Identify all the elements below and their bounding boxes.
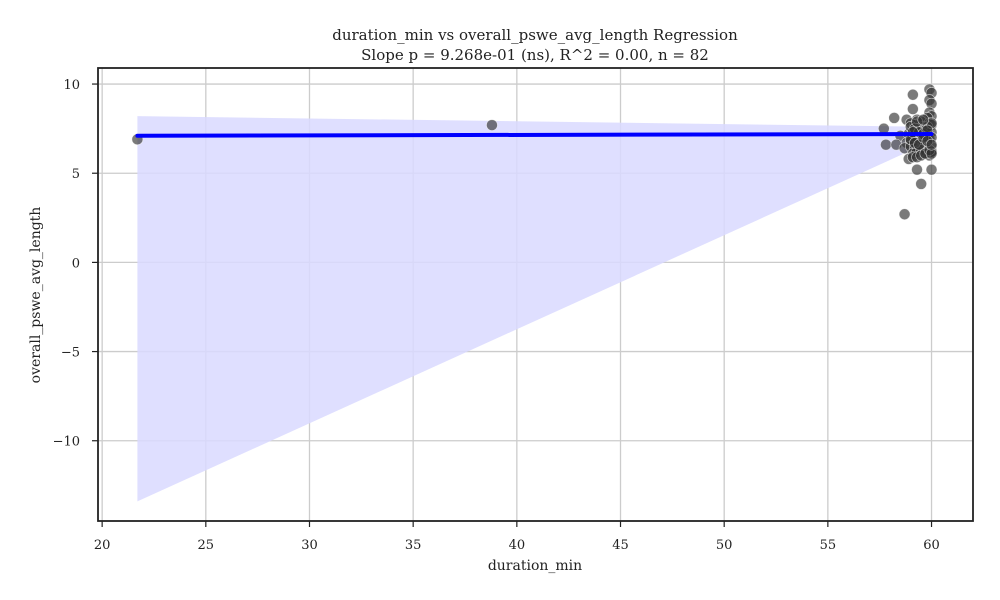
x-tick-label: 30	[301, 538, 318, 553]
axes-frame	[97, 67, 974, 522]
data-point	[915, 178, 927, 190]
y-tick-label: 10	[63, 78, 80, 93]
data-point	[486, 119, 498, 131]
y-axis-label: overall_pswe_avg_length	[28, 207, 44, 384]
data-point	[925, 163, 938, 176]
x-tick-label: 35	[405, 538, 422, 553]
x-axis-label: duration_min	[488, 558, 582, 574]
chart-subtitle: Slope p = 9.268e-01 (ns), R^2 = 0.00, n …	[361, 46, 709, 64]
data-point	[925, 138, 938, 151]
x-tick-label: 55	[820, 538, 837, 553]
data-point	[917, 113, 930, 126]
x-tick-label: 45	[612, 538, 629, 553]
data-point	[911, 163, 923, 176]
data-point	[898, 208, 911, 221]
x-tick-label: 40	[509, 538, 526, 553]
x-tick-label: 20	[94, 538, 111, 553]
chart-title: duration_min vs overall_pswe_avg_length …	[332, 26, 738, 44]
x-tick-label: 50	[716, 538, 733, 553]
y-tick-label: 0	[72, 256, 80, 271]
confidence-band	[137, 116, 932, 502]
y-tick-label: −10	[53, 435, 80, 450]
data-point	[888, 112, 901, 124]
data-point	[880, 138, 892, 151]
y-tick-label: −5	[61, 346, 80, 361]
regression-line	[135, 131, 934, 138]
y-tick-label: 5	[72, 167, 80, 182]
x-tick-label: 60	[923, 538, 940, 553]
data-point	[907, 88, 919, 101]
data-point	[907, 103, 919, 115]
x-tick-label: 25	[198, 538, 215, 553]
